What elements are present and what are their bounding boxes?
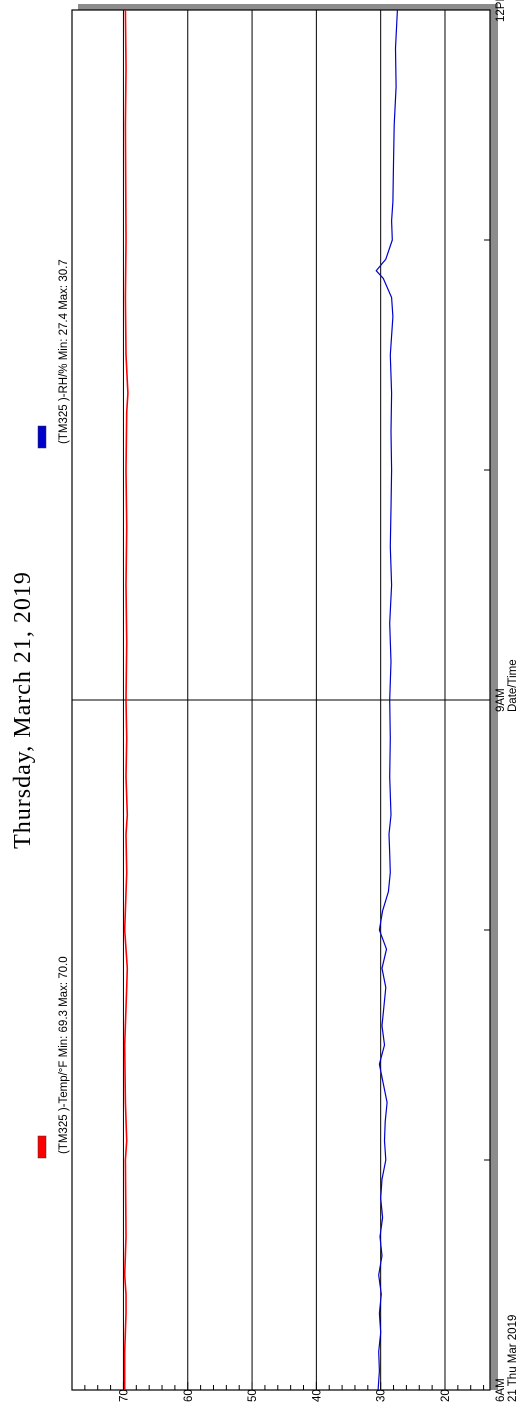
- value-tick-label: 30: [376, 1389, 388, 1402]
- series-line: [375, 9, 398, 1391]
- legend-label: (TM325 )-Temp/°F Min: 69.3 Max: 70.0: [58, 956, 70, 1154]
- chart-title: Thursday, March 21, 2019: [10, 571, 36, 849]
- time-tick-label: 12PM: [495, 0, 507, 22]
- series-line: [123, 9, 129, 1390]
- frame-shadow-top: [78, 4, 496, 10]
- date-label: 21 Thu Mar 2019: [507, 1315, 519, 1402]
- value-tick-label: 70: [118, 1389, 130, 1402]
- legend-swatch: [37, 425, 47, 449]
- legend-label: (TM325 )-RH/% Min: 27.4 Max: 30.7: [58, 259, 70, 444]
- time-tick-label: 6AM: [495, 1378, 507, 1402]
- time-tick-label: 9AM: [495, 688, 507, 712]
- value-tick-label: 20: [440, 1389, 452, 1402]
- x-axis-title: Date/Time: [507, 659, 519, 712]
- value-tick-label: 50: [247, 1389, 259, 1402]
- value-tick-label: 60: [183, 1389, 195, 1402]
- value-tick-label: 40: [311, 1389, 323, 1402]
- legend-swatch: [37, 1135, 47, 1159]
- frame-shadow-right: [490, 4, 498, 1390]
